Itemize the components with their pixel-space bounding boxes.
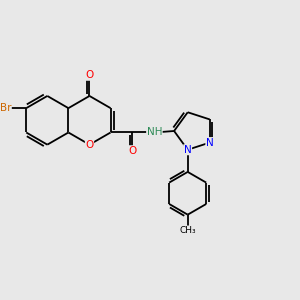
Text: N: N <box>206 138 214 148</box>
Text: CH₃: CH₃ <box>179 226 196 235</box>
Text: O: O <box>85 70 94 80</box>
Text: Br: Br <box>0 103 11 113</box>
Text: NH: NH <box>147 128 162 137</box>
Text: O: O <box>128 146 136 156</box>
Text: N: N <box>184 145 192 155</box>
Text: O: O <box>85 140 94 150</box>
